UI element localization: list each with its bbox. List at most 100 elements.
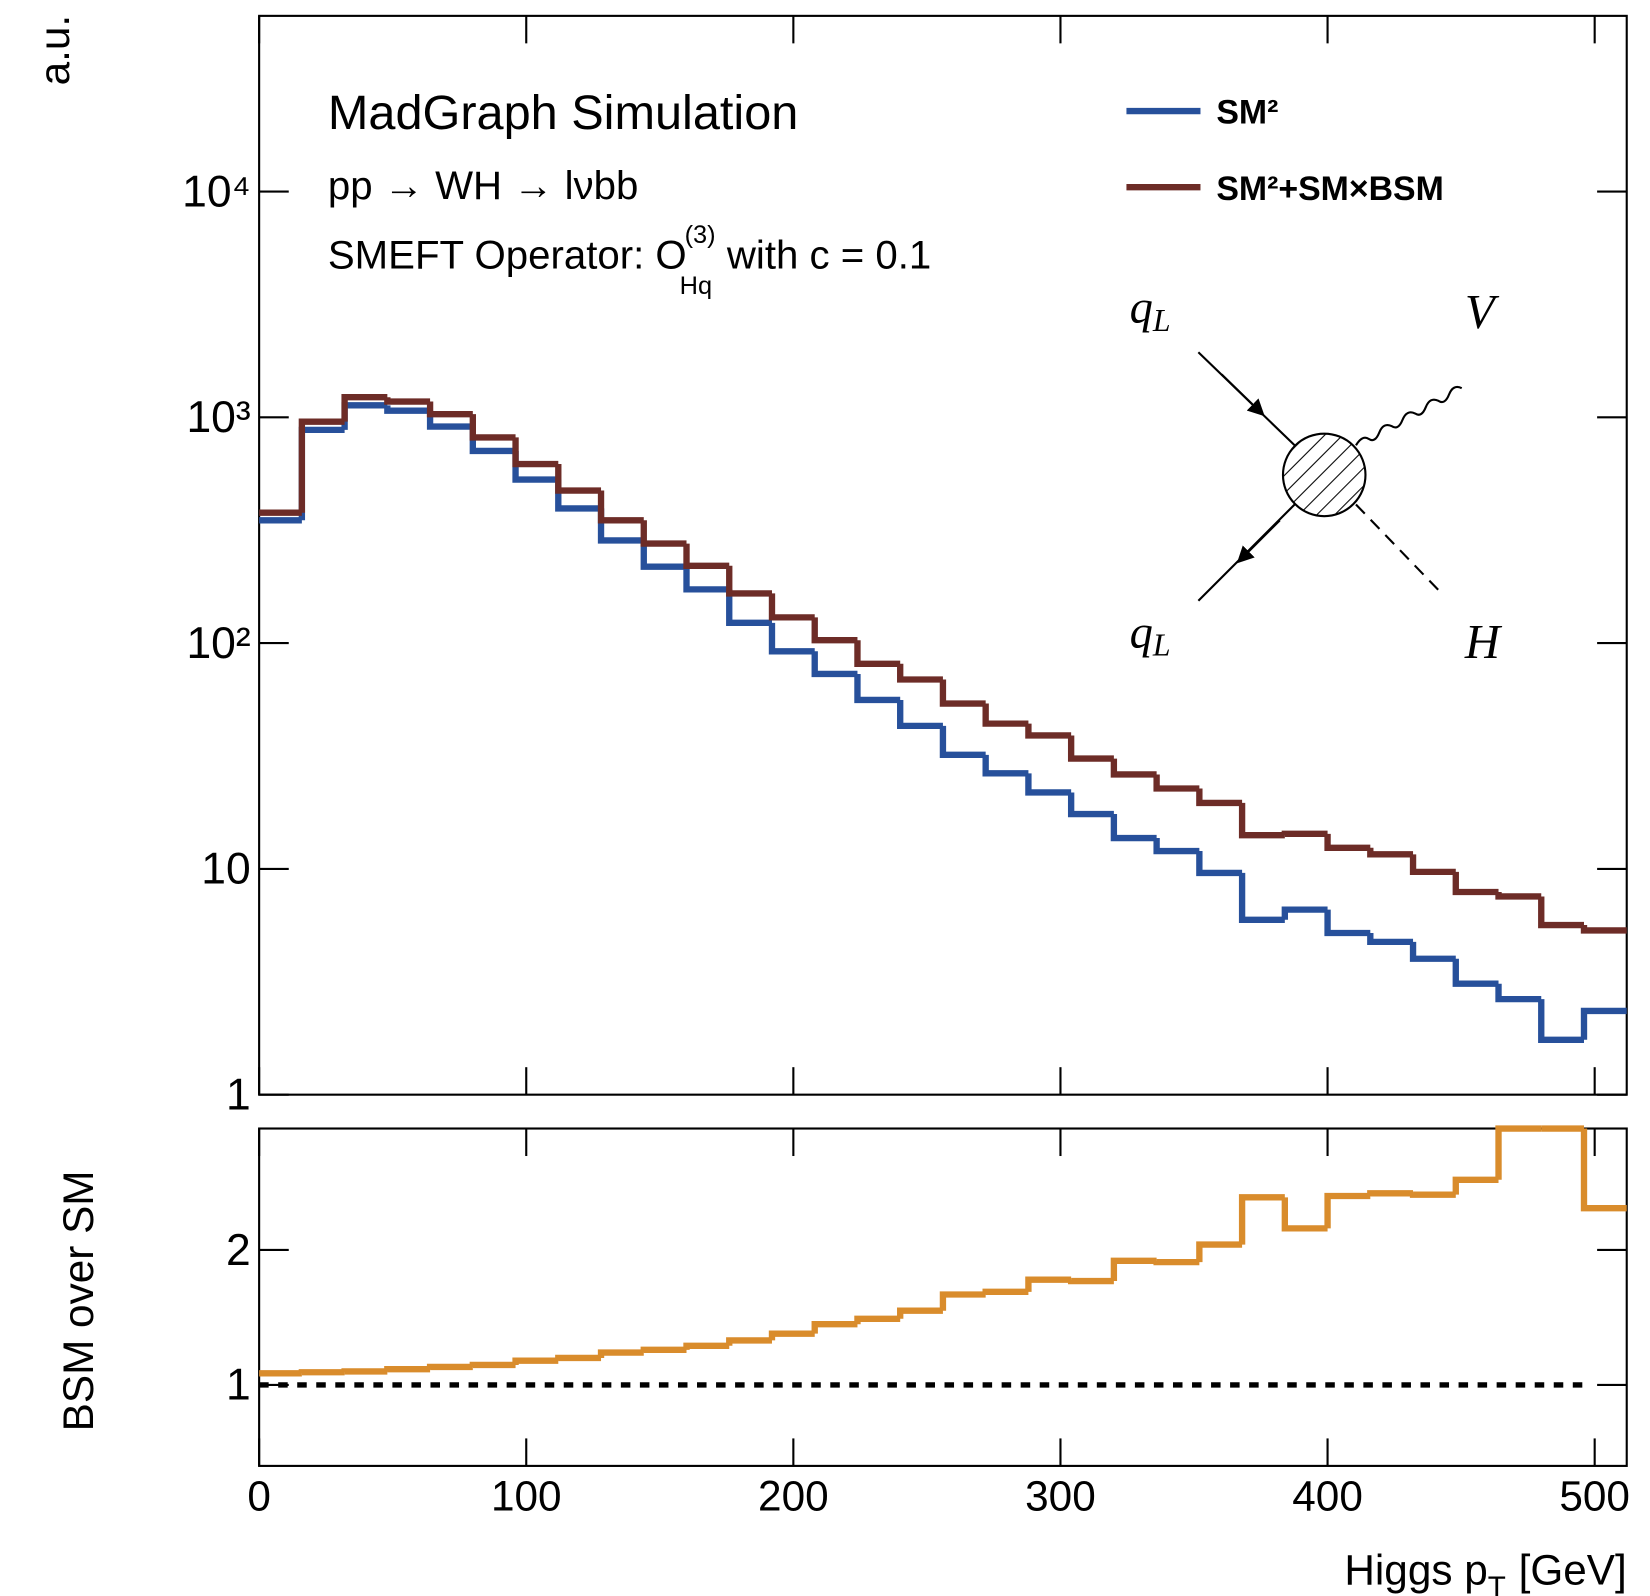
histogram-step xyxy=(555,479,602,512)
diagram-label: V xyxy=(1465,285,1500,339)
operator-after: with c = 0.1 xyxy=(726,233,931,278)
histogram-step xyxy=(1281,1197,1328,1232)
histogram-step xyxy=(1409,854,1456,876)
histogram-step xyxy=(854,640,901,667)
histogram-step xyxy=(298,418,345,513)
histogram-step xyxy=(1025,773,1072,796)
histogram-step xyxy=(1452,871,1499,896)
histogram-step xyxy=(1495,1125,1542,1180)
histogram-step xyxy=(982,1288,1029,1295)
histogram-step xyxy=(811,617,858,644)
histogram-step xyxy=(1153,774,1200,792)
histogram-step xyxy=(1196,788,1243,807)
histogram-step xyxy=(897,1307,943,1319)
histogram-step xyxy=(854,1315,901,1325)
histogram-step xyxy=(854,673,901,704)
x-label-sub: T xyxy=(1488,1571,1506,1596)
x-tick-label: 100 xyxy=(491,1472,562,1519)
histogram-step xyxy=(982,703,1029,727)
histogram-step xyxy=(426,401,473,418)
histogram-step xyxy=(555,464,602,494)
histogram-step xyxy=(597,1349,644,1358)
histogram-step xyxy=(1452,958,1499,987)
y-tick-label: 10² xyxy=(186,619,250,668)
histogram-step xyxy=(1580,925,1627,934)
histogram-step xyxy=(1409,941,1456,962)
y-tick-label: 1 xyxy=(226,1361,251,1410)
plot-frame xyxy=(258,1127,1628,1467)
plot-frame xyxy=(258,14,1628,1096)
y-tick-label: 2 xyxy=(226,1226,251,1275)
legend-label: SM² xyxy=(1216,94,1278,132)
histogram-step xyxy=(469,414,516,441)
histogram-step xyxy=(1238,1194,1285,1245)
histogram-step xyxy=(1452,1176,1499,1195)
histogram-step xyxy=(384,1365,431,1373)
y-tick-label: 10³ xyxy=(186,393,250,442)
histogram-step xyxy=(1538,896,1584,929)
histogram-step xyxy=(1025,1276,1072,1292)
y-tick-label: 1 xyxy=(226,1070,251,1119)
histogram-step xyxy=(1324,833,1371,851)
histogram-step xyxy=(341,402,388,430)
histogram-step xyxy=(1238,802,1285,839)
chart-subtitle: pp → WH → lνbb xyxy=(328,163,638,208)
histogram-step xyxy=(768,1330,815,1341)
histogram-step xyxy=(1580,1007,1627,1040)
histogram-step xyxy=(1367,1190,1414,1197)
histogram-step xyxy=(640,1346,687,1354)
histogram-step xyxy=(1281,830,1328,837)
diagram-label-sub: L xyxy=(1152,628,1171,663)
histogram-step xyxy=(1495,892,1542,900)
diagram-label-sub: L xyxy=(1152,303,1171,338)
histogram-step xyxy=(939,679,986,707)
histogram-step xyxy=(1067,735,1114,762)
diagram-label-text: q xyxy=(1130,607,1153,658)
histogram-step xyxy=(683,543,730,569)
histogram-step xyxy=(1025,723,1072,739)
histogram-step xyxy=(1067,792,1114,818)
histogram-step xyxy=(1196,1241,1243,1263)
histogram-step xyxy=(1324,909,1371,937)
histogram-step xyxy=(683,566,730,593)
histogram-step xyxy=(341,394,388,422)
histogram-step xyxy=(811,1321,858,1334)
histogram-step xyxy=(1238,872,1285,923)
histogram-step xyxy=(298,426,345,521)
x-tick-label: 200 xyxy=(758,1472,829,1519)
histogram-step xyxy=(298,1369,345,1376)
diagram-label: H xyxy=(1464,615,1503,669)
y-axis-label: BSM over SM xyxy=(55,1170,102,1431)
histogram-step xyxy=(1153,1258,1200,1266)
histogram-step xyxy=(640,540,687,570)
histogram-step xyxy=(341,1368,388,1375)
histogram-step xyxy=(726,1337,772,1346)
x-tick-label: 0 xyxy=(247,1472,271,1519)
y-tick-label: 10⁴ xyxy=(182,167,250,216)
histogram-step xyxy=(1110,758,1157,778)
x-label-after: [GeV] xyxy=(1519,1546,1627,1593)
histogram-step xyxy=(768,593,815,621)
histogram-step xyxy=(1367,847,1414,858)
diagram-label: qL xyxy=(1130,607,1171,662)
chart-title: MadGraph Simulation xyxy=(328,86,798,140)
histogram-step xyxy=(426,1363,473,1371)
histogram-step xyxy=(1196,851,1243,877)
operator-label: SMEFT Operator: O(3) Hq with c = 0.1 xyxy=(328,221,931,300)
histogram-step xyxy=(768,622,815,655)
x-tick-label: 400 xyxy=(1292,1472,1363,1519)
histogram-step xyxy=(469,1361,516,1369)
histogram-step xyxy=(939,1291,986,1311)
histogram-step xyxy=(1110,1257,1157,1282)
histogram-step xyxy=(897,663,943,683)
histogram-step xyxy=(811,651,858,678)
histogram-step xyxy=(1067,1277,1114,1285)
histogram-step xyxy=(1324,1192,1371,1229)
histogram-step xyxy=(897,699,943,730)
legend-label: SM²+SM×BSM xyxy=(1216,170,1443,208)
x-label-text: Higgs p xyxy=(1344,1546,1487,1593)
histogram-step xyxy=(555,1354,602,1362)
histogram-step xyxy=(726,589,772,626)
histogram-step xyxy=(384,397,431,405)
